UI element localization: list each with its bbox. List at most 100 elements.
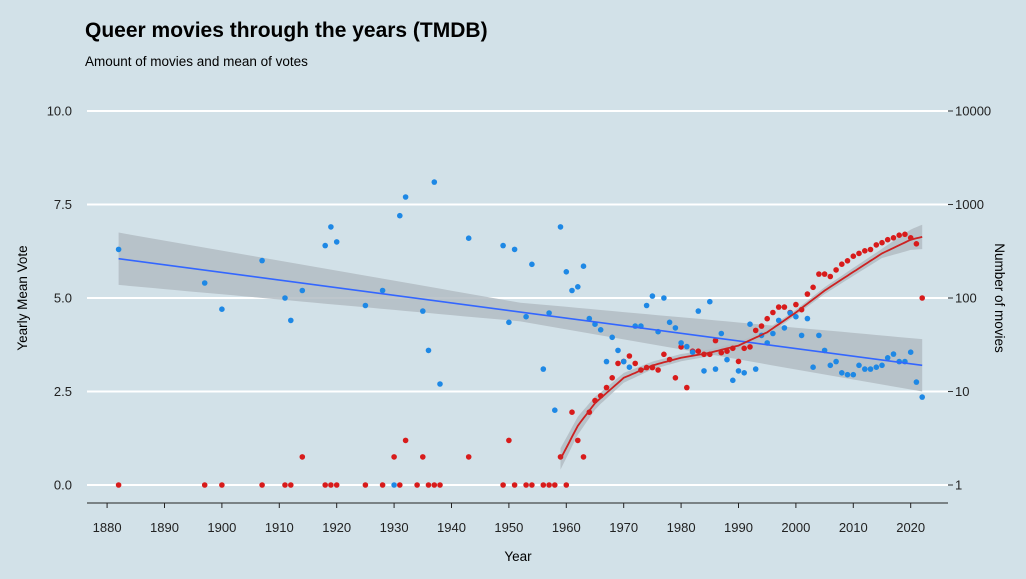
count-point [724, 348, 730, 355]
vote-point [735, 368, 742, 374]
count-point [867, 246, 874, 253]
count-point [884, 236, 891, 243]
vote-point [626, 364, 633, 371]
vote-point [362, 302, 369, 309]
count-point [758, 323, 765, 329]
vote-point [580, 263, 587, 270]
vote-point [425, 347, 432, 354]
vote-point [747, 321, 753, 328]
vote-point [695, 308, 702, 314]
vote-point [115, 246, 122, 253]
count-point [414, 482, 420, 488]
vote-point [810, 364, 816, 371]
left-tick-label: 7.5 [54, 197, 72, 212]
vote-point [552, 407, 558, 414]
vote-point [649, 293, 656, 299]
right-tick-label: 10 [955, 384, 969, 399]
count-point [333, 482, 340, 488]
count-point [575, 437, 581, 444]
vote-point [890, 351, 897, 357]
vote-point [718, 330, 725, 337]
vote-point [500, 242, 506, 249]
count-point [259, 482, 265, 488]
vote-point [850, 371, 857, 378]
count-points [115, 231, 925, 488]
vote-point [833, 358, 839, 365]
x-tick-label: 1950 [494, 520, 523, 535]
count-point [632, 360, 638, 367]
count-point [540, 482, 547, 488]
count-point [655, 367, 661, 373]
vote-point [201, 280, 208, 286]
x-tick-label: 2010 [839, 520, 868, 535]
count-point [437, 482, 443, 488]
left-tick-label: 10.0 [47, 104, 72, 119]
vote-points [115, 179, 925, 488]
chart-title: Queer movies through the years (TMDB) [85, 19, 488, 42]
count-point [862, 248, 868, 254]
x-axis-label: Year [504, 549, 532, 564]
count-point [712, 337, 719, 344]
right-tick-label: 10000 [955, 104, 991, 119]
vote-point [259, 257, 265, 264]
count-point [391, 454, 397, 460]
count-point [793, 301, 799, 308]
count-point [735, 358, 742, 365]
count-point [770, 309, 776, 316]
count-point [580, 454, 587, 460]
vote-point [913, 379, 920, 385]
vote-point [804, 315, 811, 322]
vote-point [689, 349, 696, 356]
count-point [775, 304, 782, 310]
count-point [523, 482, 529, 488]
count-point [718, 349, 725, 356]
x-tick-label: 1930 [380, 520, 409, 535]
vote-point [770, 330, 776, 337]
vote-point [701, 368, 707, 374]
vote-point [707, 298, 713, 305]
vote-point [724, 356, 730, 363]
vote-point [219, 306, 225, 313]
x-tick-label: 1920 [322, 520, 351, 535]
vote-point [397, 212, 403, 219]
count-point [896, 232, 902, 238]
vote-point [712, 366, 719, 372]
vote-point [597, 327, 604, 333]
left-tick-label: 5.0 [54, 291, 72, 306]
vote-point [666, 319, 673, 326]
vote-point [333, 239, 340, 245]
count-point [569, 409, 575, 416]
vote-point [827, 362, 834, 369]
x-tick-label: 1980 [667, 520, 696, 535]
vote-point [609, 334, 615, 341]
confidence-bands [118, 224, 923, 470]
vote-point [546, 310, 552, 316]
vote-point [798, 332, 805, 339]
count-point [678, 344, 684, 350]
count-point [219, 482, 225, 488]
vote-point [873, 364, 880, 371]
vote-point [879, 362, 885, 369]
count-point [603, 384, 610, 391]
count-point [821, 271, 828, 277]
trend-lines [118, 236, 923, 460]
x-tick-label: 1900 [207, 520, 236, 535]
x-tick-label: 1890 [150, 520, 179, 535]
count-point [299, 454, 306, 460]
vote-point [862, 366, 868, 372]
count-point [856, 250, 862, 257]
count-point [827, 273, 834, 280]
count-point [328, 482, 334, 488]
count-point [839, 261, 845, 268]
x-tick-label: 1910 [265, 520, 294, 535]
count-point [741, 345, 747, 352]
vote-point [730, 377, 736, 384]
vote-point [465, 235, 472, 241]
count-point [873, 242, 880, 248]
vote-point [741, 370, 747, 376]
x-tick-label: 1970 [609, 520, 638, 535]
vote-point [431, 179, 438, 185]
right-tick-label: 100 [955, 291, 977, 306]
vote-point [540, 366, 547, 372]
count-point [833, 267, 839, 273]
